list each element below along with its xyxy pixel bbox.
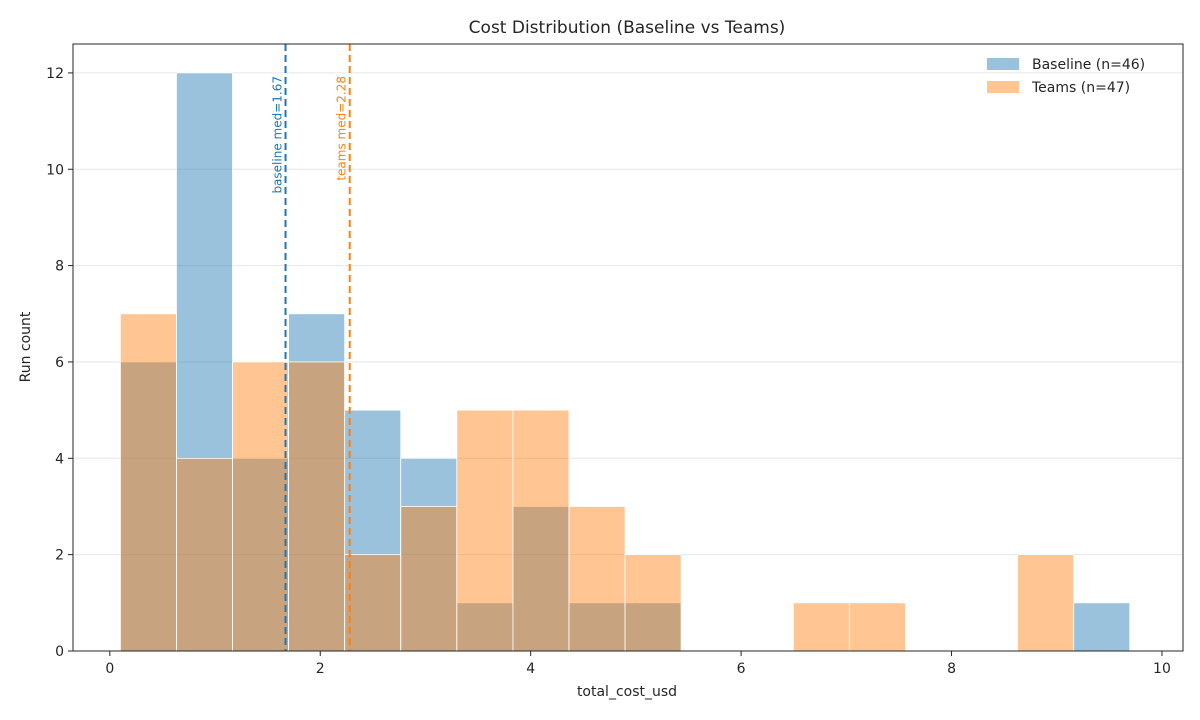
legend-swatch-baseline	[987, 58, 1019, 70]
median-label-teams: teams med=2.28	[335, 76, 349, 181]
y-tick-label: 0	[55, 644, 64, 660]
x-tick-label: 0	[105, 661, 114, 677]
bar-teams-bin-13	[848, 602, 906, 652]
legend: Baseline (n=46) Teams (n=47)	[987, 57, 1145, 96]
plot-frame	[72, 43, 1184, 652]
x-tick-label: 2	[316, 661, 325, 677]
bar-teams-bin-5	[400, 506, 458, 652]
legend-label-teams: Teams (n=47)	[1031, 80, 1130, 96]
bar-teams-bin-9	[624, 554, 682, 652]
x-tick-label: 10	[1153, 661, 1171, 677]
chart-title: Cost Distribution (Baseline vs Teams)	[469, 18, 786, 38]
x-tick-label: 4	[526, 661, 535, 677]
y-tick-label: 10	[46, 162, 64, 178]
y-tick-label: 2	[55, 548, 64, 564]
median-lines: baseline med=1.67 teams med=2.28	[271, 44, 351, 651]
legend-swatch-teams	[987, 81, 1019, 93]
bar-teams-bin-7	[512, 409, 570, 652]
bar-teams-bin-2	[232, 361, 289, 652]
x-axis-ticks: 0 2 4 6 8 10	[105, 651, 1171, 677]
y-tick-label: 4	[55, 451, 64, 467]
bar-teams-bin-8	[568, 506, 626, 652]
bar-teams-bin-12	[792, 602, 850, 652]
y-tick-label: 8	[55, 259, 64, 275]
bar-teams-bin-16	[1017, 554, 1075, 652]
bar-teams-bin-4	[344, 554, 402, 652]
x-tick-label: 6	[737, 661, 746, 677]
y-tick-label: 12	[46, 66, 64, 82]
x-tick-label: 8	[947, 661, 956, 677]
bar-baseline-bin-17	[1073, 602, 1131, 652]
bar-baseline-bin-9	[624, 602, 682, 652]
legend-label-baseline: Baseline (n=46)	[1032, 57, 1145, 73]
bar-teams-bin-6	[456, 409, 514, 652]
bar-baseline-bin-7	[512, 506, 570, 652]
bar-teams-bin-0	[119, 313, 177, 652]
x-axis-label: total_cost_usd	[577, 684, 677, 700]
y-axis-label: Run count	[18, 311, 34, 382]
y-tick-label: 6	[55, 355, 64, 371]
y-axis-ticks: 0 2 4 6 8 10 12	[46, 66, 73, 660]
bar-baseline-bin-5	[400, 457, 458, 652]
median-label-baseline: baseline med=1.67	[271, 76, 285, 194]
bar-baseline-bin-6	[456, 602, 514, 652]
bar-teams-bin-1	[176, 457, 233, 652]
histogram-bars	[119, 72, 1131, 652]
bar-teams-bin-3	[288, 361, 346, 652]
